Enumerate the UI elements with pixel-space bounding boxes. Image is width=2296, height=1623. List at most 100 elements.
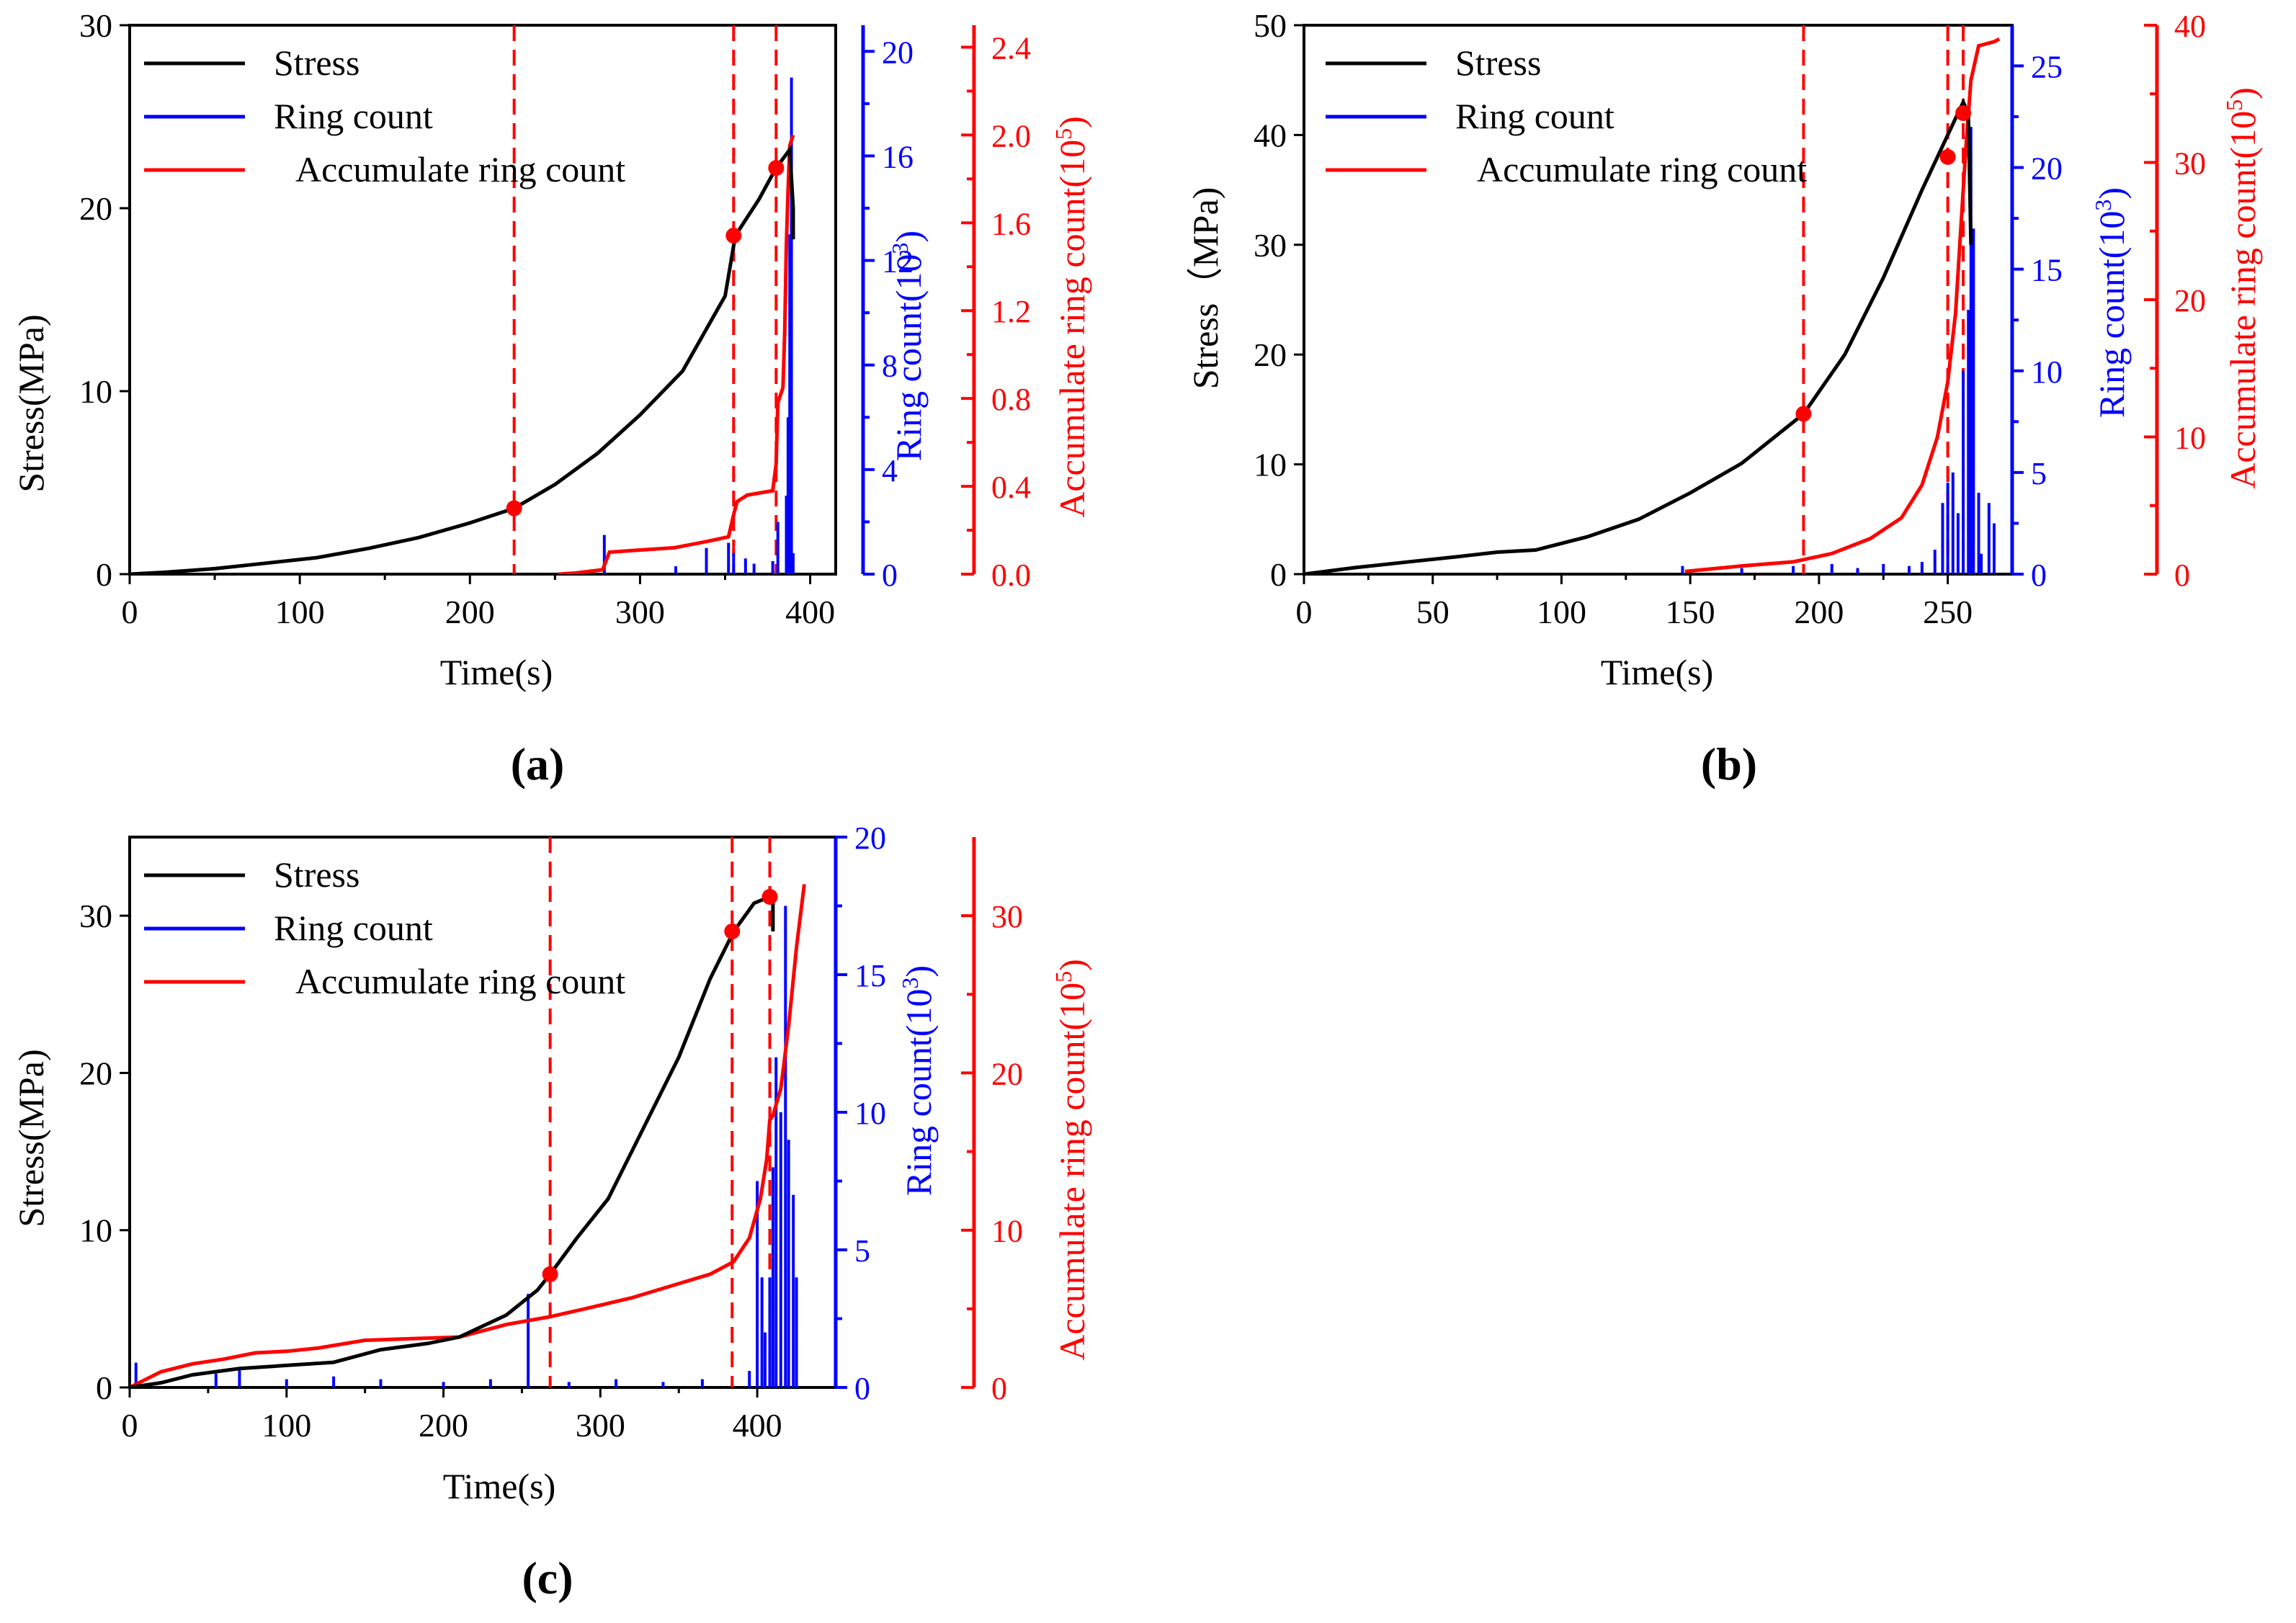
stress-tick-label: 10 — [1254, 447, 1287, 483]
accumulate-ring-count-line — [558, 134, 795, 574]
ring-tick-label: 10 — [854, 1096, 886, 1131]
stress-tick-label: 50 — [1254, 7, 1287, 44]
x-tick-label: 300 — [615, 594, 665, 630]
chart-panel-a: Time(s) Stress(MPa) Ring count(103) Accu… — [11, 7, 1092, 790]
x-tick-label: 150 — [1666, 594, 1715, 630]
stress-tick-label: 20 — [1254, 336, 1287, 373]
legend-accumulate-ring-count-label: Accumulate ring count — [1477, 149, 1807, 189]
stage-marker-point — [725, 228, 742, 244]
legend-stress-label: Stress — [274, 43, 359, 83]
plot-area — [130, 837, 806, 1387]
panel-label: (c) — [522, 1552, 573, 1604]
stress-axis-label: Stress(MPa) — [11, 314, 51, 492]
ring-tick-label: 0 — [882, 558, 898, 593]
stress-tick-label: 30 — [79, 7, 112, 44]
ring-axis-label-text: Ring count(10 — [898, 989, 939, 1196]
x-axis-label: Time(s) — [440, 652, 553, 692]
accum-tick-label: 40 — [2174, 9, 2206, 44]
ring-count-axis-label: Ring count(103) — [887, 231, 929, 461]
stress-tick-label: 0 — [96, 556, 112, 593]
stage-marker-point — [1939, 148, 1956, 165]
stage-marker-point — [1955, 104, 1972, 121]
ring-axis-label-close: ) — [888, 231, 929, 243]
x-tick-label: 300 — [576, 1407, 625, 1444]
stress-tick-label: 30 — [79, 898, 112, 934]
ring-tick-label: 10 — [2031, 354, 2063, 390]
accum-tick-label: 0.4 — [991, 470, 1031, 505]
accum-tick-label: 30 — [2174, 146, 2206, 182]
ring-tick-label: 16 — [882, 139, 914, 174]
accumulate-ring-count-axis-label: Accumulate ring count(105) — [1050, 116, 1092, 518]
accum-axis-label-exponent: 5 — [1050, 971, 1076, 983]
ring-tick-label: 12 — [882, 244, 914, 280]
stage-marker-point — [506, 500, 522, 517]
x-tick-label: 0 — [122, 1407, 138, 1444]
accum-tick-label: 1.6 — [991, 206, 1031, 241]
legend-accumulate-ring-count-label: Accumulate ring count — [295, 961, 625, 1001]
ring-axis-label-text: Ring count(10 — [2091, 211, 2132, 418]
stress-tick-label: 0 — [96, 1369, 112, 1406]
ring-tick-label: 20 — [854, 821, 886, 856]
x-tick-label: 200 — [419, 1407, 468, 1444]
chart-panel-b: Time(s) Stress（MPa) Ring count(103) Accu… — [1185, 7, 2263, 790]
ring-tick-label: 8 — [882, 349, 898, 384]
x-tick-label: 400 — [733, 1407, 782, 1444]
accum-axis-label-exponent: 5 — [1050, 128, 1076, 140]
accum-axis-label-text: Accumulate ring count(10 — [2223, 111, 2263, 489]
stress-tick-label: 30 — [1254, 227, 1287, 264]
accum-tick-label: 0 — [2174, 558, 2190, 593]
stress-tick-label: 0 — [1270, 556, 1287, 593]
legend-stress-label: Stress — [1455, 43, 1541, 83]
ring-count-axis-label: Ring count(103) — [2090, 187, 2132, 418]
x-axis-label: Time(s) — [1601, 652, 1714, 692]
ring-count-axis-label: Ring count(103) — [897, 965, 939, 1196]
accum-axis-label-close: ) — [1052, 116, 1092, 128]
stress-tick-label: 20 — [79, 1055, 112, 1091]
accum-axis-label-text: Accumulate ring count(10 — [1052, 140, 1092, 518]
stage-marker-point — [761, 888, 778, 905]
legend-ring-count-label: Ring count — [274, 96, 433, 136]
stress-tick-label: 40 — [1254, 117, 1287, 153]
legend-stress-label: Stress — [274, 854, 359, 895]
ring-tick-label: 4 — [882, 453, 898, 488]
accum-tick-label: 20 — [2174, 283, 2206, 318]
ring-tick-label: 5 — [2031, 456, 2047, 491]
ring-tick-label: 0 — [854, 1371, 870, 1406]
ring-tick-label: 5 — [854, 1233, 870, 1269]
x-tick-label: 400 — [785, 594, 835, 630]
x-tick-label: 50 — [1416, 594, 1449, 630]
stage-marker-point — [768, 160, 785, 176]
legend-accumulate-ring-count-label: Accumulate ring count — [295, 149, 625, 189]
accum-tick-label: 10 — [991, 1214, 1023, 1249]
accumulate-ring-count-line — [1684, 37, 2001, 573]
accum-tick-label: 10 — [2174, 421, 2206, 456]
ring-tick-label: 20 — [882, 35, 914, 70]
accum-axis-label-exponent: 5 — [2221, 99, 2247, 111]
accum-axis-label-text: Accumulate ring count(10 — [1052, 983, 1092, 1361]
ring-axis-label-exponent: 3 — [2090, 200, 2116, 211]
x-tick-label: 0 — [1296, 594, 1313, 630]
stress-tick-label: 10 — [79, 1212, 112, 1249]
ring-tick-label: 15 — [2031, 253, 2063, 288]
accum-tick-label: 1.2 — [991, 294, 1031, 329]
ring-axis-label-exponent: 3 — [897, 978, 923, 989]
accum-tick-label: 20 — [991, 1056, 1023, 1091]
accum-tick-label: 30 — [991, 899, 1023, 934]
panel-label: (b) — [1701, 738, 1757, 790]
stress-axis-label: Stress（MPa) — [1185, 187, 1225, 390]
accum-tick-label: 2.4 — [991, 30, 1031, 66]
accum-tick-label: 0 — [991, 1371, 1007, 1406]
ring-tick-label: 0 — [2031, 558, 2047, 593]
chart-panel-c: Time(s) Stress(MPa) Ring count(103) Accu… — [11, 821, 1092, 1604]
stage-marker-point — [542, 1266, 558, 1282]
ring-tick-label: 15 — [854, 958, 886, 993]
x-tick-label: 0 — [122, 594, 138, 630]
stage-marker-point — [1795, 406, 1812, 422]
panel-label: (a) — [511, 738, 565, 790]
ring-axis-label-close: ) — [898, 965, 939, 978]
ring-tick-label: 25 — [2031, 49, 2063, 84]
stress-axis-label: Stress(MPa) — [11, 1049, 51, 1227]
stage-marker-point — [724, 923, 741, 939]
x-tick-label: 250 — [1923, 594, 1973, 630]
